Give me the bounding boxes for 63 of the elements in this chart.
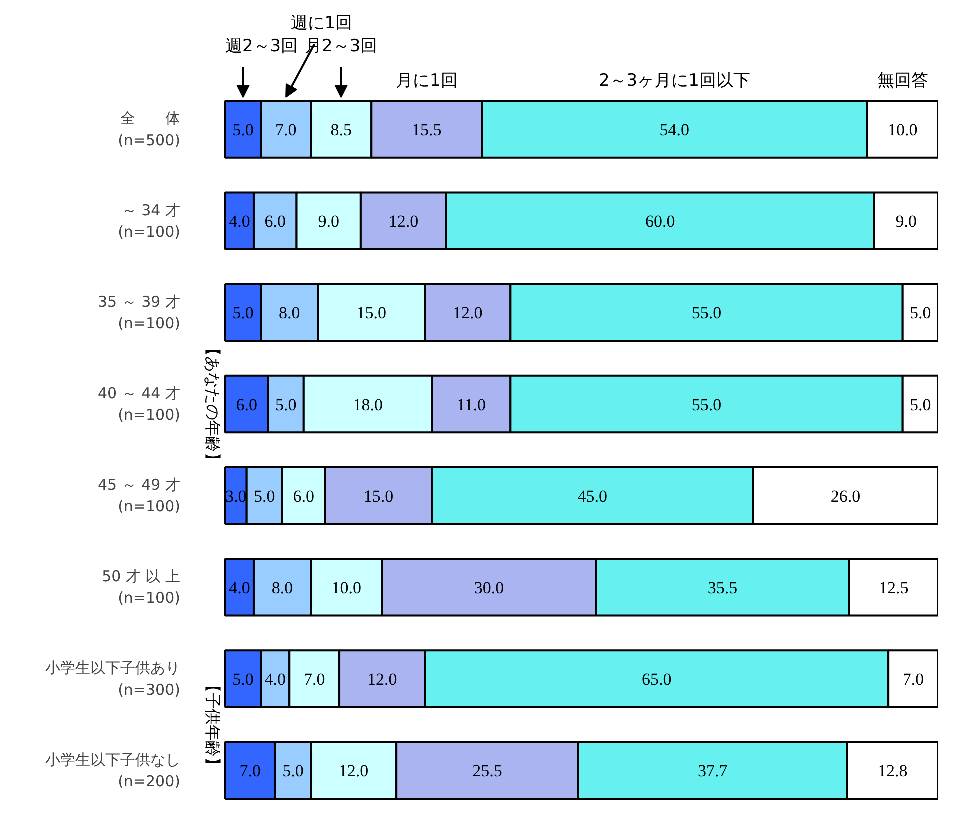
- data-label: 12.8: [878, 762, 908, 781]
- data-label: 12.0: [367, 670, 398, 689]
- data-label: 6.0: [264, 212, 286, 232]
- y-tick-label: 50 才 以 上 (n=100): [102, 568, 181, 608]
- data-label: 7.0: [275, 120, 297, 140]
- y-tick-label: 45 ～ 49 才 (n=100): [98, 476, 181, 516]
- data-label: 8.5: [330, 120, 352, 140]
- data-label: 60.0: [646, 212, 676, 232]
- data-label: 6.0: [293, 486, 315, 506]
- data-label: 26.0: [830, 486, 861, 506]
- data-label: 10.0: [332, 578, 362, 598]
- text: 【子供年齢】: [203, 676, 222, 773]
- data-label: 5.0: [232, 670, 254, 689]
- text: 【あなたの年齢】: [203, 340, 222, 468]
- y-tick-label: 小学生以下子供なし (n=200): [46, 750, 181, 790]
- data-label: 65.0: [642, 670, 672, 689]
- data-label: 12.0: [453, 304, 483, 323]
- data-label: 7.0: [902, 670, 924, 689]
- data-label: 15.0: [356, 304, 387, 323]
- data-label: 8.0: [279, 304, 300, 323]
- data-label: 30.0: [474, 578, 504, 598]
- data-label: 15.0: [364, 486, 394, 506]
- data-label: 5.0: [232, 304, 254, 323]
- text: 週2～3回: [225, 36, 298, 56]
- data-label: 5.0: [254, 486, 276, 506]
- data-label: 4.0: [229, 212, 250, 232]
- y-tick-label: 40 ～ 44 才 (n=100): [98, 384, 181, 424]
- data-label: 12.0: [338, 762, 369, 781]
- data-label: 5.0: [910, 304, 932, 323]
- text: 月2～3回: [305, 36, 378, 56]
- data-label: 12.5: [879, 578, 909, 598]
- data-label: 4.0: [229, 578, 250, 598]
- data-label: 4.0: [264, 670, 286, 689]
- data-label: 5.0: [232, 120, 254, 140]
- data-label: 45.0: [578, 486, 608, 506]
- data-label: 11.0: [456, 395, 486, 414]
- data-label: 18.0: [353, 395, 383, 414]
- y-tick-label: 全 体 (n=500): [118, 110, 181, 150]
- data-label: 8.0: [272, 578, 294, 598]
- series-label: 月に1回: [396, 71, 458, 92]
- y-tick-label: ～ 34 才 (n=100): [118, 201, 181, 241]
- text: 週に1回: [290, 13, 353, 34]
- data-label: 15.5: [412, 120, 442, 140]
- data-label: 10.0: [888, 120, 918, 140]
- data-label: 9.0: [896, 212, 918, 232]
- data-label: 54.0: [660, 120, 690, 140]
- data-label: 7.0: [304, 670, 326, 689]
- series-label: 無回答: [877, 71, 928, 92]
- data-label: 9.0: [318, 212, 340, 232]
- data-label: 12.0: [388, 212, 419, 232]
- data-label: 7.0: [240, 762, 262, 781]
- y-tick-label: 35 ～ 39 才 (n=100): [98, 292, 181, 332]
- data-label: 5.0: [910, 395, 932, 414]
- data-label: 37.7: [698, 762, 728, 781]
- data-label: 5.0: [282, 762, 304, 781]
- data-label: 35.5: [708, 578, 738, 598]
- data-label: 6.0: [236, 395, 258, 414]
- series-label: 2～3ヶ月に1回以下: [598, 71, 750, 92]
- data-label: 55.0: [692, 395, 722, 414]
- data-label: 25.5: [472, 762, 502, 781]
- y-tick-label: 小学生以下子供あり (n=300): [46, 659, 181, 699]
- data-label: 5.0: [275, 395, 297, 414]
- data-label: 55.0: [692, 304, 722, 323]
